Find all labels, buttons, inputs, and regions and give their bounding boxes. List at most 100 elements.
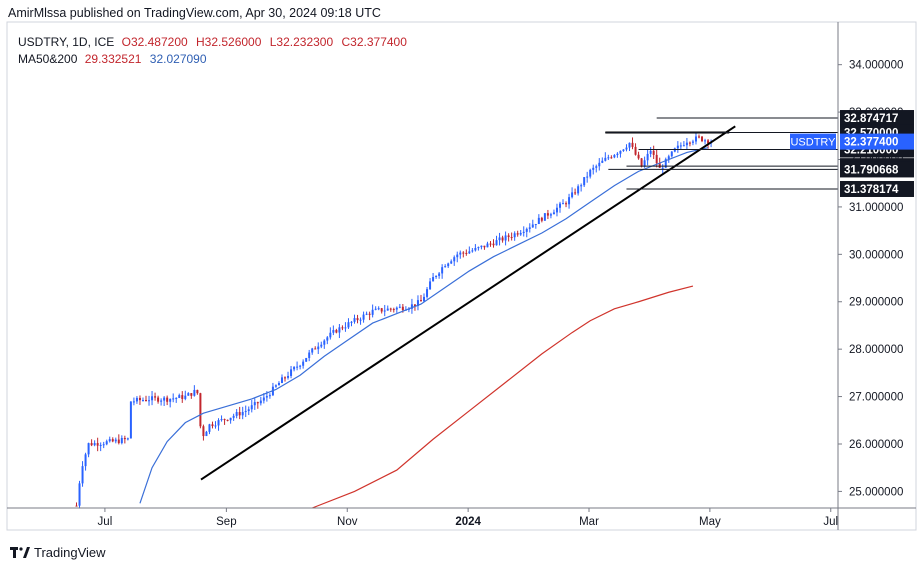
candle-body	[413, 304, 416, 307]
x-tick-label: Sep	[216, 516, 236, 528]
candle-body	[423, 296, 426, 302]
candle-body	[453, 257, 456, 262]
candle-body	[311, 348, 314, 353]
candle-body	[679, 145, 682, 147]
candle-body	[320, 344, 323, 347]
candle-body	[604, 157, 607, 161]
candle-body	[280, 377, 283, 383]
candle-body	[450, 261, 453, 264]
candle-body	[193, 389, 196, 396]
candle-body	[96, 443, 99, 446]
candle-body	[568, 197, 571, 205]
candle-body	[558, 203, 561, 208]
candle-body	[368, 313, 371, 315]
price-level-tag	[840, 180, 914, 197]
candle-body	[141, 400, 144, 402]
candle-body	[308, 352, 311, 359]
candle-body	[435, 275, 438, 278]
x-tick-label: Jul	[98, 516, 113, 528]
candle-body	[631, 142, 634, 147]
candle-body	[555, 207, 558, 213]
candle-body	[126, 438, 129, 440]
candle-body	[646, 153, 649, 161]
candle-body	[522, 231, 525, 233]
candle-body	[111, 439, 114, 442]
candle-body	[374, 308, 377, 310]
candle-body	[516, 233, 519, 235]
candle-body	[353, 318, 356, 322]
symbol-tag	[790, 133, 836, 150]
candle-body	[256, 402, 259, 404]
candle-body	[87, 443, 90, 455]
candle-body	[335, 330, 338, 333]
candle-body	[196, 389, 199, 394]
candle-body	[429, 281, 432, 290]
candle-body	[549, 214, 552, 216]
candle-body	[540, 217, 543, 221]
candle-body	[495, 240, 498, 246]
candle-body	[123, 438, 126, 440]
candle-body	[163, 397, 166, 401]
candle-body	[586, 176, 589, 178]
candle-body	[383, 310, 386, 312]
candle-body	[102, 444, 105, 446]
candle-body	[389, 308, 392, 310]
candle-body	[214, 425, 217, 427]
candle-body	[178, 395, 181, 398]
candle-body	[386, 308, 389, 311]
trendline-1	[200, 125, 736, 481]
candle-body	[296, 366, 299, 368]
y-tick-label: 30.000000	[849, 249, 903, 261]
candle-body	[640, 158, 643, 167]
candle-body	[534, 224, 537, 226]
candle-body	[268, 395, 271, 397]
candle-body	[589, 169, 592, 177]
candle-body	[468, 251, 471, 254]
candle-body	[471, 250, 474, 252]
candle-body	[507, 235, 510, 238]
candle-body	[613, 155, 616, 158]
candle-body	[661, 167, 664, 169]
candle-body	[676, 145, 679, 149]
candle-body	[362, 314, 365, 320]
ma-slow-line	[311, 285, 694, 509]
candle-body	[211, 424, 214, 427]
y-tick-label: 27.000000	[849, 392, 903, 404]
candle-body	[628, 142, 631, 148]
candle-body	[528, 227, 531, 229]
candle-body	[444, 266, 447, 268]
candle-body	[350, 321, 353, 323]
candle-body	[438, 273, 441, 276]
candle-body	[691, 141, 694, 143]
candle-body	[546, 213, 549, 216]
candle-body	[670, 151, 673, 157]
legend-ma50: 29.332521	[84, 52, 142, 66]
candle-body	[75, 505, 78, 507]
candle-body	[223, 419, 226, 421]
legend-open: O32.487200	[121, 35, 188, 49]
candle-body	[284, 377, 287, 379]
candle-body	[637, 154, 640, 159]
candle-body	[667, 156, 670, 160]
candle-body	[217, 420, 220, 426]
candle-body	[655, 154, 658, 164]
candle-body	[241, 411, 244, 416]
candle-body	[259, 400, 262, 404]
candle-body	[607, 157, 610, 159]
legend-high: H32.526000	[196, 35, 262, 49]
candle-body	[525, 228, 528, 232]
candle-body	[459, 252, 462, 255]
chart-frame	[6, 21, 917, 531]
candle-body	[184, 395, 187, 399]
candle-body	[462, 252, 465, 254]
candle-body	[262, 397, 265, 401]
candle-body	[664, 159, 667, 168]
candle-body	[232, 415, 235, 418]
candle-body	[208, 424, 211, 432]
candle-body	[202, 426, 205, 437]
candle-body	[465, 252, 468, 254]
candle-body	[401, 306, 404, 311]
candle-body	[537, 217, 540, 225]
candle-body	[290, 369, 293, 376]
